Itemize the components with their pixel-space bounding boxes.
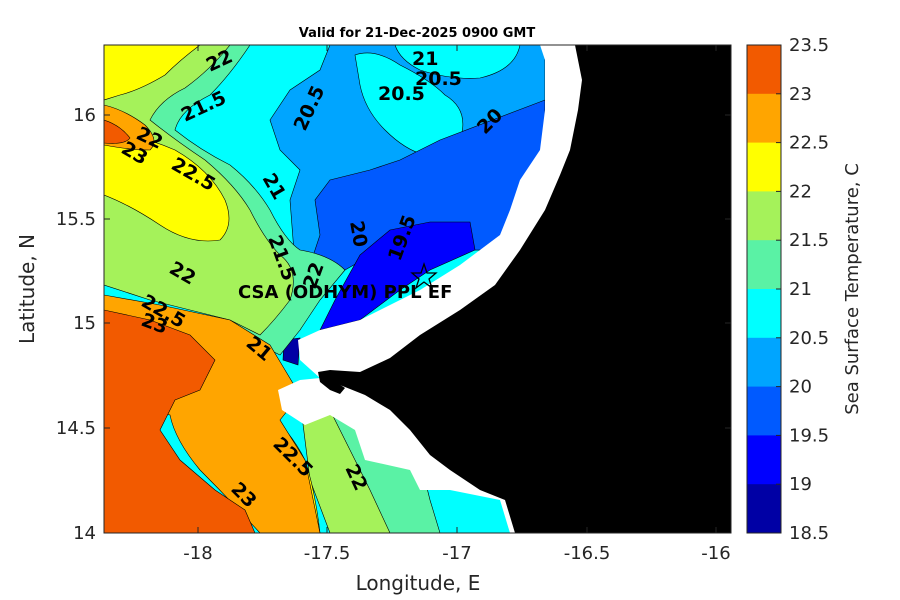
colorbar-tick-label: 19.5: [789, 425, 829, 446]
colorbar-tick-label: 20: [789, 377, 812, 398]
y-tick-label: 14: [73, 523, 96, 544]
y-tick-label: 16: [73, 105, 96, 126]
map-title: Valid for 21-Dec-2025 0900 GMT: [299, 26, 536, 41]
colorbar-swatch: [747, 386, 781, 436]
colorbar-swatch: [747, 240, 781, 290]
x-tick-label: -17: [442, 543, 471, 564]
x-tick-label: -16.5: [564, 543, 611, 564]
colorbar-swatch: [747, 484, 781, 534]
colorbar-tick-label: 23.5: [789, 35, 829, 56]
contour-label: 21: [412, 48, 438, 70]
y-tick-label: 15.5: [56, 209, 96, 230]
sst-band-20.5-21-pocket-north: [394, 45, 521, 79]
colorbar-swatches: [747, 45, 781, 534]
colorbar-swatch: [747, 289, 781, 339]
sst-band-23-23.5: [104, 309, 256, 533]
contour-label: 20.5: [378, 83, 425, 105]
sst-band-19-19.5: [319, 221, 476, 331]
colorbar-swatch: [747, 191, 781, 241]
contour-label: 20.5: [415, 68, 462, 90]
land-mass: [318, 45, 731, 533]
x-axis: -18 -17.5 -17 -16.5 -16 Longitude, E: [183, 45, 731, 595]
station-label: CSA (ODHYM) PPL EF: [238, 282, 452, 303]
colorbar-tick-label: 21.5: [789, 230, 829, 251]
colorbar-swatch: [747, 435, 781, 485]
colorbar-tick-label: 19: [789, 474, 812, 495]
sst-band-22-22.5-mid: [104, 129, 230, 242]
colorbar-ticks: 23.5 23 22.5 22 21.5 21 20.5 20 19.5 19 18.5: [776, 35, 829, 544]
y-tick-label: 15: [73, 313, 96, 334]
colorbar-tick-label: 21: [789, 279, 812, 300]
map-area: [104, 45, 731, 533]
colorbar-swatch: [747, 93, 781, 144]
sst-band-23-23.5-north: [104, 119, 131, 144]
station-marker: CSA (ODHYM) PPL EF: [238, 261, 452, 303]
colorbar-swatch: [747, 45, 781, 95]
colorbar-swatch: [747, 142, 781, 192]
colorbar-label: Sea Surface Temperature, C: [842, 163, 863, 415]
y-axis-label: Latitude, N: [15, 234, 39, 344]
colorbar-tick-label: 20.5: [789, 328, 829, 349]
colorbar-tick-label: 23: [789, 84, 812, 105]
x-tick-label: -16: [701, 543, 730, 564]
contour-label: 20: [345, 219, 371, 249]
x-tick-label: -18: [183, 543, 212, 564]
colorbar-swatch: [747, 337, 781, 388]
cape-verde-peninsula: [318, 372, 345, 394]
y-axis: 16 15.5 15 14.5 14 Latitude, N: [15, 105, 731, 544]
x-axis-label: Longitude, E: [356, 571, 481, 595]
colorbar: 23.5 23 22.5 22 21.5 21 20.5 20 19.5 19 18.5 Sea S…: [746, 35, 863, 544]
y-tick-label: 14.5: [56, 418, 96, 439]
colorbar-tick-label: 22.5: [789, 133, 829, 154]
map-frame: [103, 44, 732, 534]
star-icon: [410, 261, 438, 290]
sst-band-22-22.5: [104, 45, 201, 101]
colorbar-tick-label: 22: [789, 181, 812, 202]
x-tick-label: -17.5: [304, 543, 351, 564]
colorbar-tick-label: 18.5: [789, 523, 829, 544]
